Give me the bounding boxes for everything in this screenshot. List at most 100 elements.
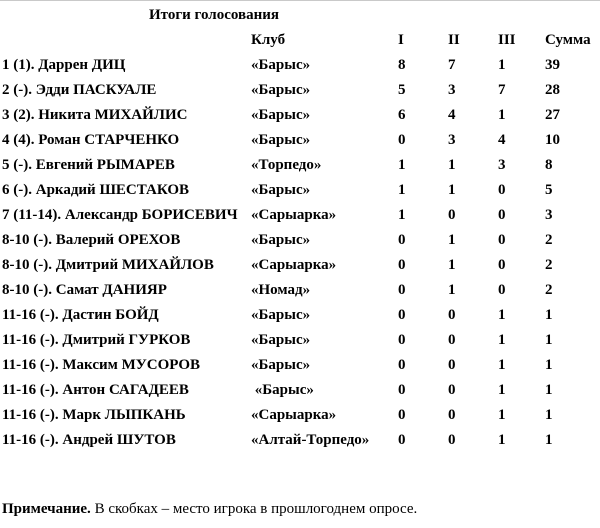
votes-third-place: 1	[498, 107, 506, 123]
votes-sum: 39	[545, 57, 560, 73]
header-third-place: III	[498, 32, 516, 48]
table-row: 11-16 (-). Максим МУСОРОВ «Барыс» 0 0 1 …	[2, 353, 598, 378]
table-row: 3 (2). Никита МИХАЙЛИС «Барыс» 6 4 1 27	[2, 103, 598, 128]
votes-first-place: 0	[398, 257, 406, 273]
header-club: Клуб	[251, 32, 286, 48]
votes-third-place: 0	[498, 282, 506, 298]
votes-second-place: 0	[448, 332, 456, 348]
votes-third-place: 0	[498, 207, 506, 223]
votes-sum: 1	[545, 332, 553, 348]
player-name: 11-16 (-). Дмитрий ГУРКОВ	[2, 332, 191, 348]
player-name: 8-10 (-). Валерий ОРЕХОВ	[2, 232, 181, 248]
votes-second-place: 4	[448, 107, 456, 123]
player-name: 8-10 (-). Самат ДАНИЯР	[2, 282, 167, 298]
votes-second-place: 1	[448, 157, 456, 173]
table-row: 5 (-). Евгений РЫМАРЕВ «Торпедо» 1 1 3 8	[2, 153, 598, 178]
player-club: «Барыс»	[251, 57, 311, 73]
player-club: «Барыс»	[251, 307, 311, 323]
header-first-place: I	[398, 32, 404, 48]
table-row: 8-10 (-). Дмитрий МИХАЙЛОВ «Сарыарка» 0 …	[2, 253, 598, 278]
player-name: 11-16 (-). Антон САГАДЕЕВ	[2, 382, 189, 398]
table-row: 6 (-). Аркадий ШЕСТАКОВ «Барыс» 1 1 0 5	[2, 178, 598, 203]
votes-third-place: 1	[498, 357, 506, 373]
votes-second-place: 0	[448, 407, 456, 423]
votes-second-place: 0	[448, 357, 456, 373]
votes-first-place: 0	[398, 407, 406, 423]
table-body: 1 (1). Даррен ДИЦ «Барыс» 8 7 1 39 2 (-)…	[2, 53, 598, 453]
votes-second-place: 1	[448, 182, 456, 198]
votes-first-place: 0	[398, 232, 406, 248]
votes-sum: 2	[545, 232, 553, 248]
votes-sum: 28	[545, 82, 560, 98]
votes-first-place: 0	[398, 382, 406, 398]
table-row: 7 (11-14). Александр БОРИСЕВИЧ «Сарыарка…	[2, 203, 598, 228]
player-club: «Барыс»	[251, 182, 311, 198]
votes-first-place: 1	[398, 207, 406, 223]
player-name: 1 (1). Даррен ДИЦ	[2, 57, 126, 73]
votes-first-place: 6	[398, 107, 406, 123]
player-name: 5 (-). Евгений РЫМАРЕВ	[2, 157, 175, 173]
player-name: 11-16 (-). Марк ЛЫПКАНЬ	[2, 407, 186, 423]
votes-first-place: 0	[398, 307, 406, 323]
player-name: 2 (-). Эдди ПАСКУАЛЕ	[2, 82, 157, 98]
votes-third-place: 1	[498, 332, 506, 348]
votes-first-place: 0	[398, 332, 406, 348]
header-second-place: II	[448, 32, 460, 48]
player-name: 11-16 (-). Максим МУСОРОВ	[2, 357, 201, 373]
player-club: «Торпедо»	[251, 157, 322, 173]
table-row: 8-10 (-). Валерий ОРЕХОВ «Барыс» 0 1 0 2	[2, 228, 598, 253]
player-name: 7 (11-14). Александр БОРИСЕВИЧ	[2, 207, 238, 223]
votes-third-place: 1	[498, 307, 506, 323]
votes-sum: 2	[545, 257, 553, 273]
player-name: 11-16 (-). Дастин БОЙД	[2, 307, 159, 323]
votes-first-place: 1	[398, 157, 406, 173]
table-row: 11-16 (-). Дастин БОЙД «Барыс» 0 0 1 1	[2, 303, 598, 328]
votes-third-place: 1	[498, 382, 506, 398]
player-name: 4 (4). Роман СТАРЧЕНКО	[2, 132, 180, 148]
votes-third-place: 4	[498, 132, 506, 148]
player-club: «Алтай-Торпедо»	[251, 432, 370, 448]
votes-second-place: 1	[448, 232, 456, 248]
votes-first-place: 5	[398, 82, 406, 98]
votes-first-place: 1	[398, 182, 406, 198]
table-header-row: Клуб I II III Сумма	[2, 28, 598, 53]
votes-sum: 2	[545, 282, 553, 298]
votes-second-place: 0	[448, 207, 456, 223]
votes-third-place: 0	[498, 257, 506, 273]
votes-third-place: 1	[498, 432, 506, 448]
votes-sum: 1	[545, 407, 553, 423]
player-club: «Сарыарка»	[251, 407, 337, 423]
votes-sum: 3	[545, 207, 553, 223]
table-row: 11-16 (-). Андрей ШУТОВ «Алтай-Торпедо» …	[2, 428, 598, 453]
votes-second-place: 1	[448, 282, 456, 298]
votes-second-place: 0	[448, 382, 456, 398]
votes-third-place: 1	[498, 407, 506, 423]
footnote-text: В скобках – место игрока в прошлогоднем …	[90, 501, 418, 517]
votes-second-place: 3	[448, 132, 456, 148]
player-name: 3 (2). Никита МИХАЙЛИС	[2, 107, 188, 123]
footnote: Примечание. В скобках – место игрока в п…	[2, 499, 417, 519]
votes-sum: 1	[545, 432, 553, 448]
table-row: 11-16 (-). Дмитрий ГУРКОВ «Барыс» 0 0 1 …	[2, 328, 598, 353]
votes-second-place: 0	[448, 307, 456, 323]
player-club: «Барыс»	[251, 132, 311, 148]
votes-second-place: 7	[448, 57, 456, 73]
table-row: 8-10 (-). Самат ДАНИЯР «Номад» 0 1 0 2	[2, 278, 598, 303]
votes-sum: 1	[545, 307, 553, 323]
votes-third-place: 0	[498, 182, 506, 198]
page-title: Итоги голосования	[149, 7, 279, 23]
votes-sum: 10	[545, 132, 560, 148]
player-club: «Барыс»	[251, 332, 311, 348]
votes-sum: 27	[545, 107, 560, 123]
table-row: 4 (4). Роман СТАРЧЕНКО «Барыс» 0 3 4 10	[2, 128, 598, 153]
player-name: 11-16 (-). Андрей ШУТОВ	[2, 432, 176, 448]
votes-second-place: 1	[448, 257, 456, 273]
votes-third-place: 3	[498, 157, 506, 173]
votes-first-place: 0	[398, 357, 406, 373]
votes-sum: 1	[545, 382, 553, 398]
table-row: 11-16 (-). Марк ЛЫПКАНЬ «Сарыарка» 0 0 1…	[2, 403, 598, 428]
votes-third-place: 0	[498, 232, 506, 248]
player-club: «Сарыарка»	[251, 257, 337, 273]
results-table: Клуб I II III Сумма 1 (1). Даррен ДИЦ «Б…	[2, 28, 598, 453]
table-row: 1 (1). Даррен ДИЦ «Барыс» 8 7 1 39	[2, 53, 598, 78]
